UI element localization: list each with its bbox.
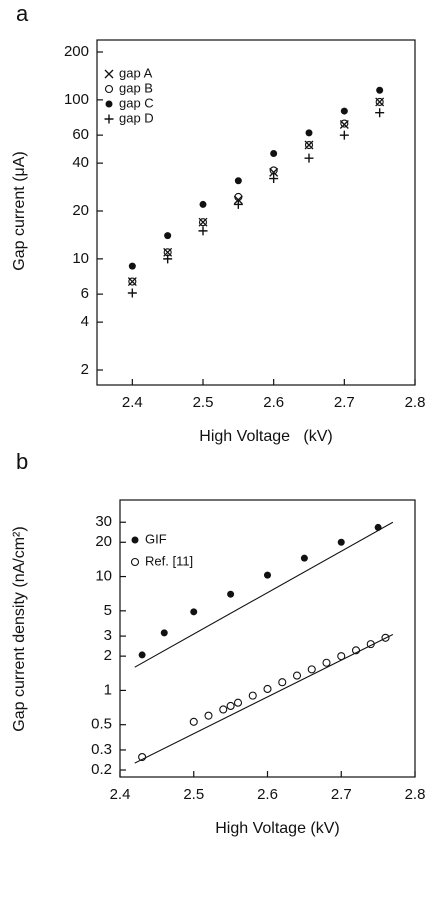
point	[366, 640, 375, 649]
legend-marker	[104, 69, 114, 79]
point	[304, 140, 314, 150]
legend-label: gap D	[119, 110, 154, 125]
x-tick-label: 2.8	[405, 786, 426, 803]
point	[322, 658, 331, 667]
point	[248, 691, 257, 700]
x-tick-label: 2.7	[331, 786, 352, 803]
legend-label: gap A	[119, 65, 153, 80]
point	[337, 652, 346, 661]
point	[305, 129, 313, 137]
y-tick-label: 3	[104, 627, 112, 644]
point	[128, 277, 137, 286]
legend-label: gap C	[119, 95, 154, 110]
point	[269, 174, 279, 184]
y-tick-label: 30	[95, 513, 112, 530]
point	[300, 554, 308, 562]
plot-frame	[96, 39, 416, 386]
legend-marker	[131, 536, 139, 544]
y-axis-label: Gap current (μA)	[11, 151, 28, 270]
y-tick-label: 100	[64, 91, 89, 108]
x-tick-label: 2.5	[193, 394, 214, 411]
x-tick-label: 2.4	[110, 786, 131, 803]
point	[263, 684, 272, 694]
point	[376, 86, 384, 94]
point	[278, 678, 287, 687]
y-tick-label: 0.2	[91, 761, 112, 778]
point	[198, 218, 208, 227]
y-tick-label: 5	[104, 602, 112, 619]
point	[339, 130, 349, 140]
point	[304, 153, 314, 163]
point	[138, 752, 147, 762]
point	[233, 199, 243, 209]
point	[226, 701, 235, 711]
point	[198, 226, 208, 236]
point	[351, 646, 361, 655]
x-axis-label: High Voltage (kV)	[215, 820, 340, 837]
point	[204, 711, 213, 720]
point	[127, 288, 137, 298]
x-tick-label: 2.5	[183, 786, 204, 803]
y-tick-label: 2	[104, 647, 112, 664]
point	[128, 262, 136, 270]
point	[340, 119, 349, 128]
point	[337, 538, 345, 546]
point	[375, 97, 384, 107]
legend-label: Ref. [11]	[145, 553, 193, 568]
legend-label: gap B	[119, 80, 153, 95]
y-tick-label: 1	[104, 681, 112, 698]
panel-label: a	[16, 1, 29, 26]
legend-label: GIF	[145, 531, 167, 546]
point	[375, 108, 385, 118]
point	[160, 629, 168, 637]
point	[233, 195, 243, 205]
fit-line	[134, 633, 394, 764]
x-tick-label: 2.8	[405, 394, 426, 411]
point	[270, 149, 278, 157]
y-axis-label: Gap current density (nA/cm²)	[11, 526, 28, 731]
y-tick-label: 20	[72, 202, 89, 219]
point	[381, 633, 390, 642]
point	[269, 166, 278, 175]
point	[190, 608, 198, 616]
legend-marker	[130, 557, 140, 567]
y-tick-label: 10	[72, 250, 89, 267]
x-tick-label: 2.6	[257, 786, 278, 803]
point	[234, 177, 242, 185]
point	[292, 671, 302, 680]
x-axis-label: High Voltage (kV)	[199, 428, 332, 445]
point	[199, 200, 207, 208]
y-tick-label: 200	[64, 43, 89, 60]
x-tick-label: 2.7	[334, 394, 355, 411]
legend-marker	[105, 100, 113, 108]
point	[269, 167, 279, 177]
y-tick-label: 60	[72, 126, 89, 143]
point	[340, 107, 348, 115]
y-tick-label: 2	[81, 361, 89, 378]
legend-marker	[104, 84, 114, 94]
point	[227, 590, 235, 598]
y-tick-label: 10	[95, 568, 112, 585]
y-tick-label: 4	[81, 313, 89, 330]
point	[189, 717, 198, 726]
point	[163, 254, 173, 264]
point	[164, 232, 172, 240]
x-tick-label: 2.6	[263, 394, 284, 411]
point	[264, 571, 271, 579]
x-tick-label: 2.4	[122, 394, 143, 411]
point	[138, 651, 146, 659]
legend-marker	[104, 114, 114, 124]
panel-label: b	[16, 449, 28, 474]
y-tick-label: 0.3	[91, 741, 112, 758]
y-tick-label: 20	[95, 533, 112, 550]
point	[233, 698, 243, 707]
point	[307, 665, 316, 674]
point	[219, 705, 228, 714]
y-tick-label: 6	[81, 285, 89, 302]
y-tick-label: 40	[72, 154, 89, 171]
point	[374, 523, 382, 531]
y-tick-label: 0.5	[91, 716, 112, 733]
fit-line	[134, 521, 394, 668]
